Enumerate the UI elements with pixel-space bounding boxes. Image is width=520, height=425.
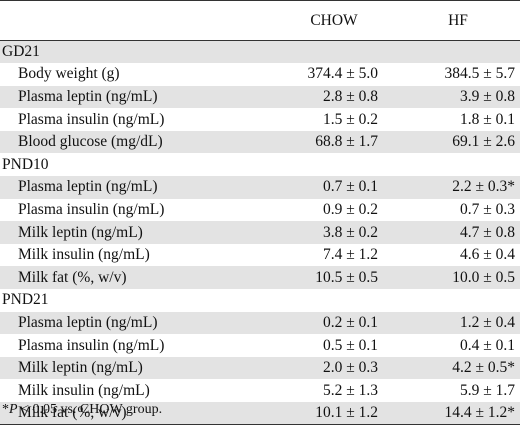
table-row: Plasma leptin (ng/mL) 0.7 ± 0.1 2.2 ± 0.3* — [0, 176, 520, 199]
group-label: PND10 — [2, 155, 49, 173]
cell-chow: 10.1 ± 1.2 — [254, 402, 384, 425]
header-chow: CHOW — [254, 0, 384, 41]
row-label: Plasma leptin (ng/mL) — [0, 311, 254, 335]
cell-hf: 3.9 ± 0.8 — [384, 85, 520, 109]
group-label: GD21 — [0, 40, 520, 64]
footnote-mark: * — [2, 402, 9, 417]
cell-chow: 0.2 ± 0.1 — [254, 311, 384, 335]
row-label: Milk leptin (ng/mL) — [0, 356, 254, 380]
cell-chow: 2.0 ± 0.3 — [254, 356, 384, 380]
cell-chow: 3.8 ± 0.2 — [254, 221, 384, 244]
cell-hf: 0.4 ± 0.1 — [459, 336, 515, 354]
row-label: Plasma leptin (ng/mL) — [0, 176, 254, 199]
cell-hf: 4.2 ± 0.5* — [384, 356, 520, 380]
row-label: Blood glucose (mg/dL) — [0, 130, 254, 154]
table-row: Milk leptin (ng/mL) 3.8 ± 0.2 4.7 ± 0.8 — [0, 221, 520, 244]
cell-chow: 0.9 ± 0.2 — [322, 200, 378, 218]
cell-hf: 10.0 ± 0.5 — [384, 266, 520, 290]
row-label: Milk fat (%, w/v) — [0, 266, 254, 290]
cell-chow: 374.4 ± 5.0 — [307, 65, 378, 83]
row-label: Body weight (g) — [18, 65, 120, 83]
group-label: PND21 — [2, 291, 49, 309]
group-row: PND10 — [0, 153, 520, 176]
cell-chow: 1.5 ± 0.2 — [322, 110, 378, 128]
row-label: Plasma insulin (ng/mL) — [18, 336, 165, 354]
cell-hf: 0.7 ± 0.3 — [459, 200, 515, 218]
table-row: Milk insulin (ng/mL) 7.4 ± 1.2 4.6 ± 0.4 — [0, 244, 520, 267]
cell-hf: 4.6 ± 0.4 — [459, 246, 515, 264]
table-row: Blood glucose (mg/dL) 68.8 ± 1.7 69.1 ± 2.… — [0, 130, 520, 154]
row-label: Milk insulin (ng/mL) — [18, 381, 150, 399]
table-row: Milk leptin (ng/mL) 2.0 ± 0.3 4.2 ± 0.5* — [0, 356, 520, 380]
header-hf: HF — [384, 0, 520, 41]
cell-hf: 4.7 ± 0.8 — [384, 221, 520, 244]
table-row: Plasma insulin (ng/mL) 0.5 ± 0.1 0.4 ± 0.1 — [0, 334, 520, 357]
footnote: *P < 0.05 vs. CHOW group. — [2, 402, 162, 418]
table-row: Milk fat (%, w/v) 10.5 ± 0.5 10.0 ± 0.5 — [0, 266, 520, 290]
header-label — [0, 0, 254, 41]
row-label: Plasma insulin (ng/mL) — [18, 200, 165, 218]
table-row: Milk insulin (ng/mL) 5.2 ± 1.3 5.9 ± 1.7 — [0, 379, 520, 402]
table-row: Body weight (g) 374.4 ± 5.0 384.5 ± 5.7 — [0, 63, 520, 86]
cell-chow: 5.2 ± 1.3 — [322, 381, 378, 399]
cell-chow: 68.8 ± 1.7 — [254, 130, 384, 154]
table-row: Plasma leptin (ng/mL) 0.2 ± 0.1 1.2 ± 0.4 — [0, 311, 520, 335]
cell-hf: 69.1 ± 2.6 — [384, 130, 520, 154]
row-label: Milk fat (%, w/v) — [0, 402, 254, 425]
row-label: Milk leptin (ng/mL) — [0, 221, 254, 244]
cell-chow: 7.4 ± 1.2 — [322, 246, 378, 264]
cell-hf: 14.4 ± 1.2* — [384, 402, 520, 425]
cell-hf: 384.5 ± 5.7 — [444, 65, 515, 83]
table-row: Plasma insulin (ng/mL) 1.5 ± 0.2 1.8 ± 0.1 — [0, 108, 520, 131]
footnote-text: < 0.05 vs. CHOW group. — [17, 402, 163, 417]
table-row: Plasma insulin (ng/mL) 0.9 ± 0.2 0.7 ± 0.3 — [0, 199, 520, 222]
cell-hf: 2.2 ± 0.3* — [384, 176, 520, 199]
row-label: Plasma insulin (ng/mL) — [18, 110, 165, 128]
row-label: Milk insulin (ng/mL) — [18, 246, 150, 264]
cell-hf: 1.8 ± 0.1 — [459, 110, 515, 128]
cell-chow: 0.7 ± 0.1 — [254, 176, 384, 199]
cell-chow: 10.5 ± 0.5 — [254, 266, 384, 290]
cell-chow: 0.5 ± 0.1 — [322, 336, 378, 354]
row-label: Plasma leptin (ng/mL) — [0, 85, 254, 109]
cell-hf: 1.2 ± 0.4 — [384, 311, 520, 335]
table-row: Plasma leptin (ng/mL) 2.8 ± 0.8 3.9 ± 0.8 — [0, 85, 520, 109]
header-row: CHOW HF — [0, 0, 520, 41]
cell-chow: 2.8 ± 0.8 — [254, 85, 384, 109]
footnote-var: P — [9, 402, 18, 417]
group-row: GD21 — [0, 40, 520, 64]
group-row: PND21 — [0, 289, 520, 312]
cell-hf: 5.9 ± 1.7 — [459, 381, 515, 399]
